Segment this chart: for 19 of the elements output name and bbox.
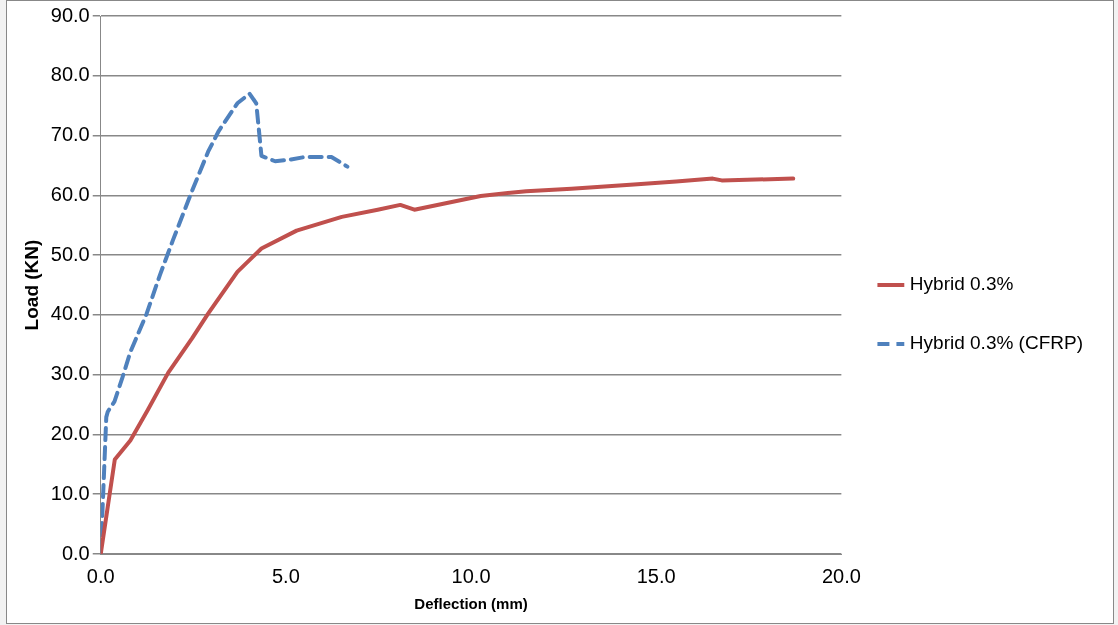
legend-label: Hybrid 0.3% <box>909 273 1014 295</box>
x-tick-label: 20.0 <box>821 564 861 587</box>
y-tick-label: 10.0 <box>50 481 90 504</box>
y-tick-label: 20.0 <box>50 421 90 444</box>
y-tick-label: 70.0 <box>50 123 90 146</box>
y-tick-label: 80.0 <box>50 63 90 86</box>
y-tick-label: 40.0 <box>50 302 90 325</box>
x-tick-label: 10.0 <box>451 564 491 587</box>
y-tick-label: 60.0 <box>50 182 90 205</box>
y-tick-label: 90.0 <box>50 3 90 26</box>
legend-label: Hybrid 0.3% (CFRP) <box>909 332 1084 354</box>
y-tick-label: 0.0 <box>61 541 90 564</box>
x-tick-label: 5.0 <box>271 564 300 587</box>
x-axis-title: Deflection (mm) <box>414 595 528 613</box>
y-tick-label: 50.0 <box>50 242 90 265</box>
x-tick-label: 15.0 <box>636 564 676 587</box>
x-tick-label: 0.0 <box>86 564 115 587</box>
y-tick-label: 30.0 <box>50 362 90 385</box>
y-axis-title: Load (KN) <box>20 239 42 331</box>
